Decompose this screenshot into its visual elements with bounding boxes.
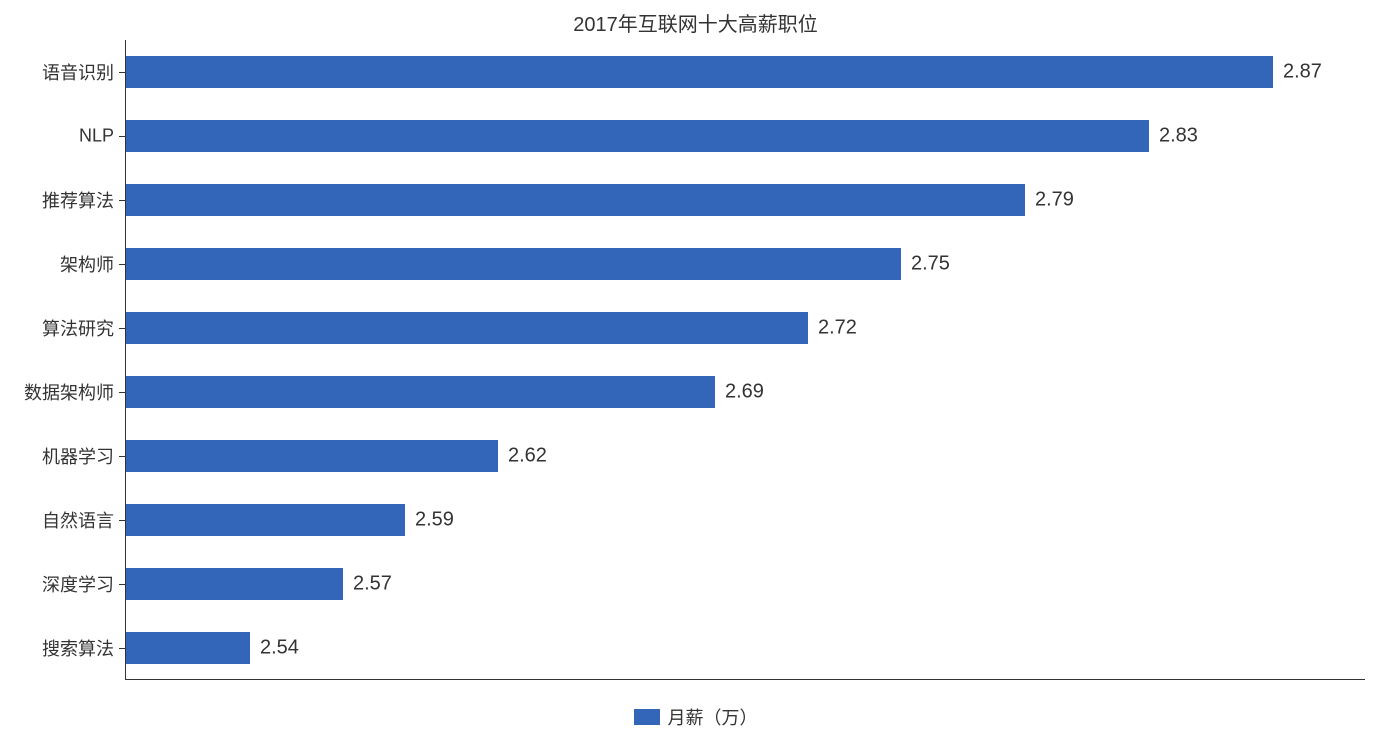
bar-value-label: 2.54 — [260, 637, 299, 660]
bar-value-label: 2.75 — [911, 253, 950, 276]
bar: 2.57 — [126, 568, 343, 600]
bar: 2.79 — [126, 184, 1025, 216]
y-tick-mark — [119, 264, 126, 265]
y-axis-category-label: 推荐算法 — [42, 187, 114, 213]
y-axis-category-label: 自然语言 — [42, 507, 114, 533]
y-tick-mark — [119, 584, 126, 585]
bar-row: 2.79 — [126, 168, 1365, 232]
y-axis-category-label: 算法研究 — [42, 315, 114, 341]
plot-area: 语音识别2.87NLP2.83推荐算法2.79架构师2.75算法研究2.72数据… — [125, 40, 1365, 680]
bar: 2.83 — [126, 120, 1149, 152]
bar-row: 2.75 — [126, 232, 1365, 296]
bar: 2.69 — [126, 376, 715, 408]
legend-label: 月薪（万） — [668, 704, 758, 730]
bar-value-label: 2.57 — [353, 573, 392, 596]
y-axis-category-label: NLP — [79, 126, 114, 147]
y-axis-category-label: 语音识别 — [42, 59, 114, 85]
bar: 2.54 — [126, 632, 250, 664]
bar: 2.87 — [126, 56, 1273, 88]
bar-value-label: 2.83 — [1159, 125, 1198, 148]
y-axis-category-label: 搜索算法 — [42, 635, 114, 661]
bar-row: 2.69 — [126, 360, 1365, 424]
bar-value-label: 2.87 — [1283, 61, 1322, 84]
bar-row: 2.87 — [126, 40, 1365, 104]
y-tick-mark — [119, 328, 126, 329]
bar-value-label: 2.59 — [415, 509, 454, 532]
bar: 2.62 — [126, 440, 498, 472]
chart-legend: 月薪（万） — [0, 704, 1391, 730]
y-tick-mark — [119, 136, 126, 137]
bar: 2.59 — [126, 504, 405, 536]
y-tick-mark — [119, 456, 126, 457]
y-tick-mark — [119, 648, 126, 649]
bar-row: 2.54 — [126, 616, 1365, 680]
bar-row: 2.72 — [126, 296, 1365, 360]
y-tick-mark — [119, 72, 126, 73]
bar-value-label: 2.79 — [1035, 189, 1074, 212]
chart-title: 2017年互联网十大高薪职位 — [0, 8, 1391, 37]
y-tick-mark — [119, 392, 126, 393]
bar-value-label: 2.62 — [508, 445, 547, 468]
bar-row: 2.83 — [126, 104, 1365, 168]
y-axis-category-label: 深度学习 — [42, 571, 114, 597]
salary-bar-chart: 2017年互联网十大高薪职位 语音识别2.87NLP2.83推荐算法2.79架构… — [0, 0, 1391, 740]
bar-row: 2.59 — [126, 488, 1365, 552]
y-axis-category-label: 机器学习 — [42, 443, 114, 469]
legend-swatch — [634, 709, 660, 725]
y-tick-mark — [119, 200, 126, 201]
y-tick-mark — [119, 520, 126, 521]
y-axis-category-label: 数据架构师 — [24, 379, 114, 405]
bar-row: 2.57 — [126, 552, 1365, 616]
bar-value-label: 2.72 — [818, 317, 857, 340]
bar: 2.72 — [126, 312, 808, 344]
bar-value-label: 2.69 — [725, 381, 764, 404]
y-axis-category-label: 架构师 — [60, 251, 114, 277]
bar: 2.75 — [126, 248, 901, 280]
bar-row: 2.62 — [126, 424, 1365, 488]
